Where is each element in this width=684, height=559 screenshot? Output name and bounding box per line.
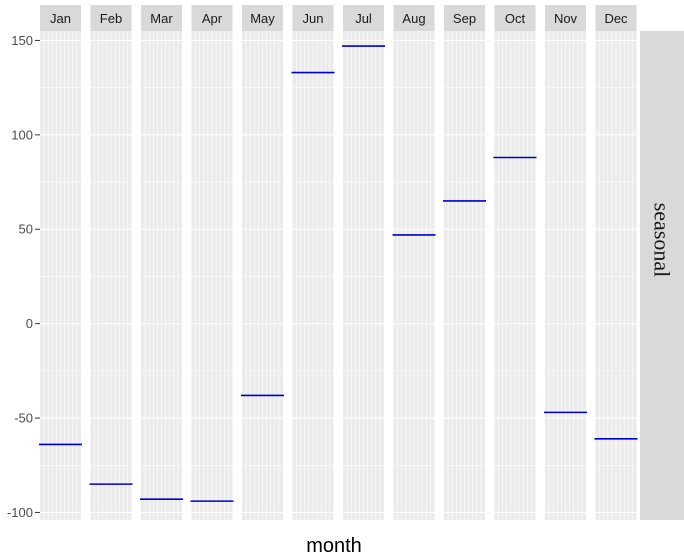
strip-label-jul: Jul [355,11,372,26]
strip-may-background [242,5,283,31]
y-tick-label: 50 [19,222,33,237]
strip-label-sep: Sep [453,11,476,26]
strip-label-feb: Feb [100,11,122,26]
y-tick-label: 150 [11,33,33,48]
panel-feb [90,31,132,520]
strip-label-mar: Mar [150,11,173,26]
y-tick-label: -100 [7,505,33,520]
y-tick-label: -50 [14,411,33,426]
y-tick-label: 0 [26,316,33,331]
facet-strip-right: seasonal [640,31,684,520]
panel-apr [191,31,233,520]
y-axis: -100 -50 0 50 100 150 [7,33,40,520]
seasonal-lines [39,45,638,502]
strip-label-aug: Aug [402,11,425,26]
strip-jan-background [40,5,81,31]
panel-sep [444,31,485,520]
panel-oct [494,31,536,520]
strip-jun-background [292,5,334,31]
strip-label-jun: Jun [303,11,324,26]
strip-jul-background [343,5,384,31]
panel-jun [292,31,334,520]
x-axis-title: month [306,535,362,557]
panel-aug [393,31,435,520]
strip-sep-background [444,5,485,31]
strip-label-may: May [250,11,275,26]
panel-mar [141,31,182,520]
strip-nov-background [545,5,586,31]
strip-dec-background [595,5,637,31]
panel-may [242,31,283,520]
strip-label-apr: Apr [202,11,223,26]
strip-feb-background [90,5,132,31]
panel-nov [545,31,586,520]
strip-apr-background [191,5,233,31]
panel-jul [343,31,384,520]
strip-label-nov: Nov [554,11,578,26]
y-tick-label: 100 [11,127,33,142]
strip-label-oct: Oct [505,11,526,26]
strip-label-jan: Jan [50,11,71,26]
panel-dec [595,31,637,520]
strip-oct-background [494,5,536,31]
facet-strip-background [640,31,684,520]
strip-mar-background [141,5,182,31]
strip-aug-background [393,5,435,31]
facet-panels [40,31,637,520]
strip-label-dec: Dec [604,11,628,26]
month-strips: Jan Feb Mar Apr May Jun Jul Aug Sep Oct Nov Dec [40,5,637,31]
panel-jan [40,31,81,520]
facet-label: seasonal [650,203,675,278]
